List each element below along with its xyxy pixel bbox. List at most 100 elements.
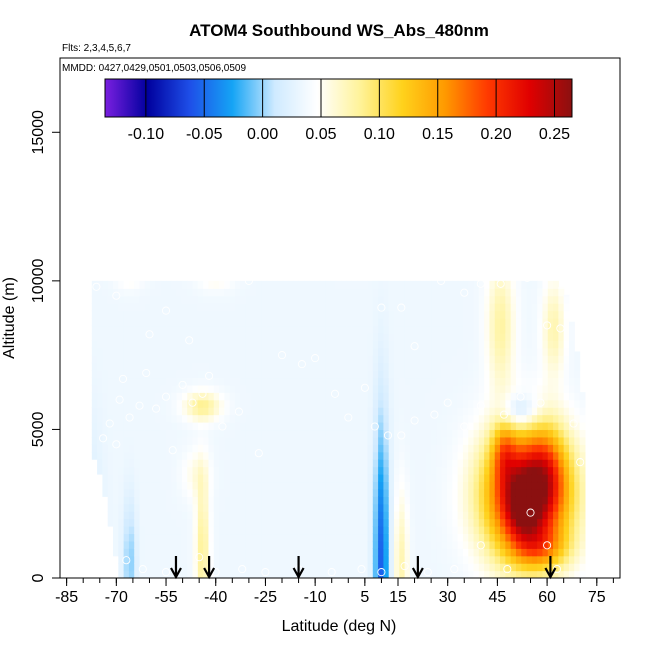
heatmap-cell: [356, 288, 363, 297]
heatmap-cell: [425, 392, 432, 401]
heatmap-cell: [166, 563, 172, 572]
heatmap-cell: [367, 340, 374, 349]
heatmap-cell: [356, 347, 363, 356]
heatmap-cell: [102, 384, 109, 393]
heatmap-cell: [452, 303, 459, 312]
heatmap-cell: [272, 288, 278, 297]
heatmap-cell: [197, 280, 204, 289]
heatmap-cell: [181, 429, 188, 438]
heatmap-cell: [118, 422, 125, 431]
heatmap-cell: [526, 503, 533, 512]
heatmap-cell: [298, 325, 305, 334]
heatmap-cell: [346, 474, 353, 483]
heatmap-cell: [542, 511, 549, 520]
heatmap-cell: [266, 481, 273, 490]
heatmap-cell: [388, 310, 395, 319]
heatmap-cell: [500, 295, 506, 304]
heatmap-cell: [420, 488, 427, 497]
heatmap-cell: [335, 318, 342, 327]
heatmap-cell: [319, 526, 326, 535]
heatmap-cell: [325, 355, 331, 364]
heatmap-cell: [452, 466, 459, 475]
heatmap-cell: [558, 474, 565, 483]
heatmap-cell: [462, 555, 469, 564]
heatmap-cell: [404, 555, 411, 564]
heatmap-cell: [256, 310, 263, 319]
heatmap-cell: [282, 540, 289, 549]
heatmap-cell: [351, 436, 358, 445]
heatmap-cell: [166, 526, 172, 535]
heatmap-cell: [383, 399, 390, 408]
heatmap-cell: [309, 407, 316, 416]
heatmap-cell: [521, 451, 528, 460]
heatmap-cell: [500, 384, 506, 393]
heatmap-cell: [102, 392, 109, 401]
heatmap-cell: [531, 370, 538, 379]
heatmap-cell: [563, 377, 570, 386]
heatmap-cell: [547, 340, 554, 349]
heatmap-cell: [553, 399, 559, 408]
heatmap-cell: [431, 563, 438, 572]
heatmap-cell: [378, 429, 385, 438]
heatmap-cell: [362, 280, 369, 289]
heatmap-cell: [547, 288, 554, 297]
heatmap-cell: [372, 362, 379, 371]
heatmap-cell: [102, 429, 109, 438]
heatmap-cell: [139, 570, 146, 578]
heatmap-cell: [553, 414, 559, 423]
heatmap-cell: [102, 303, 109, 312]
heatmap-cell: [415, 370, 422, 379]
sample-point: [327, 226, 336, 235]
heatmap-cell: [160, 526, 167, 535]
heatmap-cell: [335, 503, 342, 512]
heatmap-cell: [250, 451, 257, 460]
heatmap-cell: [362, 511, 369, 520]
heatmap-cell: [208, 303, 215, 312]
heatmap-cell: [462, 384, 469, 393]
heatmap-cell: [219, 362, 225, 371]
heatmap-cell: [213, 474, 220, 483]
heatmap-cell: [468, 540, 475, 549]
heatmap-cell: [505, 474, 512, 483]
heatmap-cell: [356, 474, 363, 483]
heatmap-cell: [383, 318, 390, 327]
heatmap-cell: [256, 488, 263, 497]
heatmap-cell: [128, 474, 135, 483]
heatmap-cell: [113, 518, 119, 527]
heatmap-cell: [234, 474, 241, 483]
heatmap-cell: [537, 407, 544, 416]
sample-point: [503, 565, 512, 574]
heatmap-cell: [505, 288, 512, 297]
heatmap-cell: [574, 563, 581, 572]
heatmap-cell: [574, 429, 581, 438]
heatmap-cell: [272, 555, 278, 564]
heatmap-cell: [325, 444, 331, 453]
heatmap-cell: [272, 399, 278, 408]
heatmap-cell: [542, 496, 549, 505]
heatmap-cell: [155, 288, 162, 297]
heatmap-cell: [208, 563, 215, 572]
heatmap-cell: [197, 325, 204, 334]
heatmap-cell: [118, 488, 125, 497]
heatmap-cell: [219, 444, 225, 453]
heatmap-cell: [521, 377, 528, 386]
heatmap-cell: [510, 340, 517, 349]
heatmap-cell: [213, 355, 220, 364]
heatmap-cell: [362, 496, 369, 505]
heatmap-cell: [261, 325, 268, 334]
heatmap-cell: [192, 280, 199, 289]
heatmap-cell: [346, 332, 353, 341]
heatmap-cell: [314, 318, 321, 327]
heatmap-cell: [144, 340, 151, 349]
heatmap-cell: [568, 496, 575, 505]
heatmap-cell: [494, 288, 501, 297]
heatmap-cell: [510, 466, 517, 475]
heatmap-cell: [574, 362, 581, 371]
heatmap-cell: [319, 548, 326, 557]
heatmap-cell: [425, 459, 432, 468]
heatmap-cell: [468, 563, 475, 572]
heatmap-cell: [325, 496, 331, 505]
heatmap-cell: [171, 310, 178, 319]
heatmap-cell: [388, 563, 395, 572]
heatmap-cell: [187, 563, 194, 572]
